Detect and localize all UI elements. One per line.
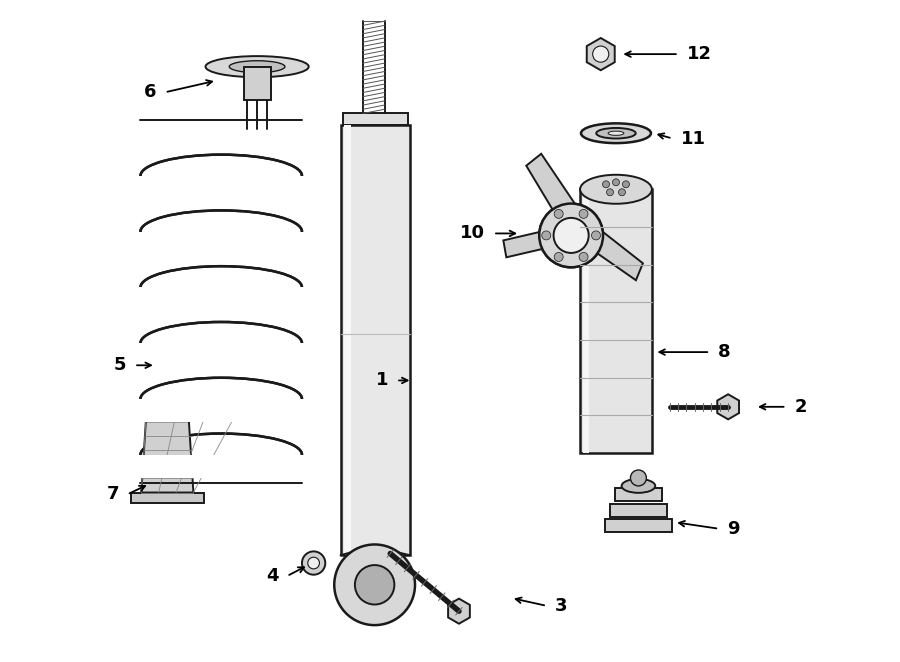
Polygon shape — [587, 38, 615, 70]
Ellipse shape — [581, 123, 651, 143]
Circle shape — [613, 179, 619, 186]
Circle shape — [554, 209, 563, 218]
Text: 6: 6 — [144, 83, 157, 101]
Circle shape — [539, 203, 603, 267]
Bar — [244, 67, 271, 99]
Circle shape — [591, 231, 600, 240]
Ellipse shape — [580, 175, 652, 204]
Circle shape — [554, 252, 563, 261]
Bar — [136, 176, 307, 199]
Bar — [136, 232, 307, 255]
Bar — [136, 399, 307, 422]
Ellipse shape — [608, 131, 624, 135]
Bar — [340, 125, 410, 555]
Circle shape — [334, 544, 415, 625]
Polygon shape — [448, 598, 470, 624]
Text: 1: 1 — [375, 371, 388, 389]
Ellipse shape — [205, 56, 309, 77]
Bar — [610, 504, 667, 516]
Text: 5: 5 — [113, 356, 126, 374]
Bar — [344, 125, 350, 555]
Circle shape — [554, 209, 563, 218]
Circle shape — [630, 470, 646, 486]
Circle shape — [355, 565, 394, 604]
Circle shape — [579, 252, 588, 261]
Text: 4: 4 — [266, 567, 279, 585]
Text: 3: 3 — [555, 597, 567, 615]
Polygon shape — [503, 230, 549, 258]
Circle shape — [554, 252, 563, 261]
Circle shape — [542, 231, 551, 240]
Bar — [136, 343, 307, 366]
Circle shape — [542, 231, 551, 240]
Polygon shape — [141, 421, 194, 493]
Text: 2: 2 — [795, 398, 807, 416]
Circle shape — [554, 218, 589, 253]
Circle shape — [579, 209, 588, 218]
Bar — [343, 113, 408, 125]
Circle shape — [607, 189, 614, 196]
Polygon shape — [593, 230, 643, 280]
Circle shape — [623, 181, 629, 188]
Bar — [580, 189, 652, 453]
Bar — [583, 189, 590, 453]
Bar — [605, 519, 672, 532]
Text: 8: 8 — [718, 343, 731, 361]
Circle shape — [602, 181, 609, 188]
Circle shape — [579, 209, 588, 218]
Bar — [153, 407, 182, 421]
Polygon shape — [717, 395, 739, 419]
Text: 7: 7 — [106, 485, 119, 504]
Text: 12: 12 — [687, 45, 712, 63]
Circle shape — [554, 218, 589, 253]
Text: 10: 10 — [460, 224, 485, 242]
Circle shape — [308, 557, 320, 569]
Bar — [136, 455, 307, 478]
Polygon shape — [526, 154, 576, 216]
Text: 9: 9 — [727, 520, 740, 538]
Circle shape — [593, 46, 608, 62]
Bar — [136, 287, 307, 310]
Bar — [615, 488, 662, 501]
Bar — [130, 493, 204, 503]
Circle shape — [579, 252, 588, 261]
Ellipse shape — [230, 61, 285, 73]
Text: 11: 11 — [680, 130, 706, 148]
Circle shape — [591, 231, 600, 240]
Circle shape — [302, 551, 325, 575]
Ellipse shape — [596, 128, 635, 138]
Ellipse shape — [622, 479, 655, 493]
Circle shape — [618, 189, 626, 196]
Circle shape — [539, 203, 603, 267]
